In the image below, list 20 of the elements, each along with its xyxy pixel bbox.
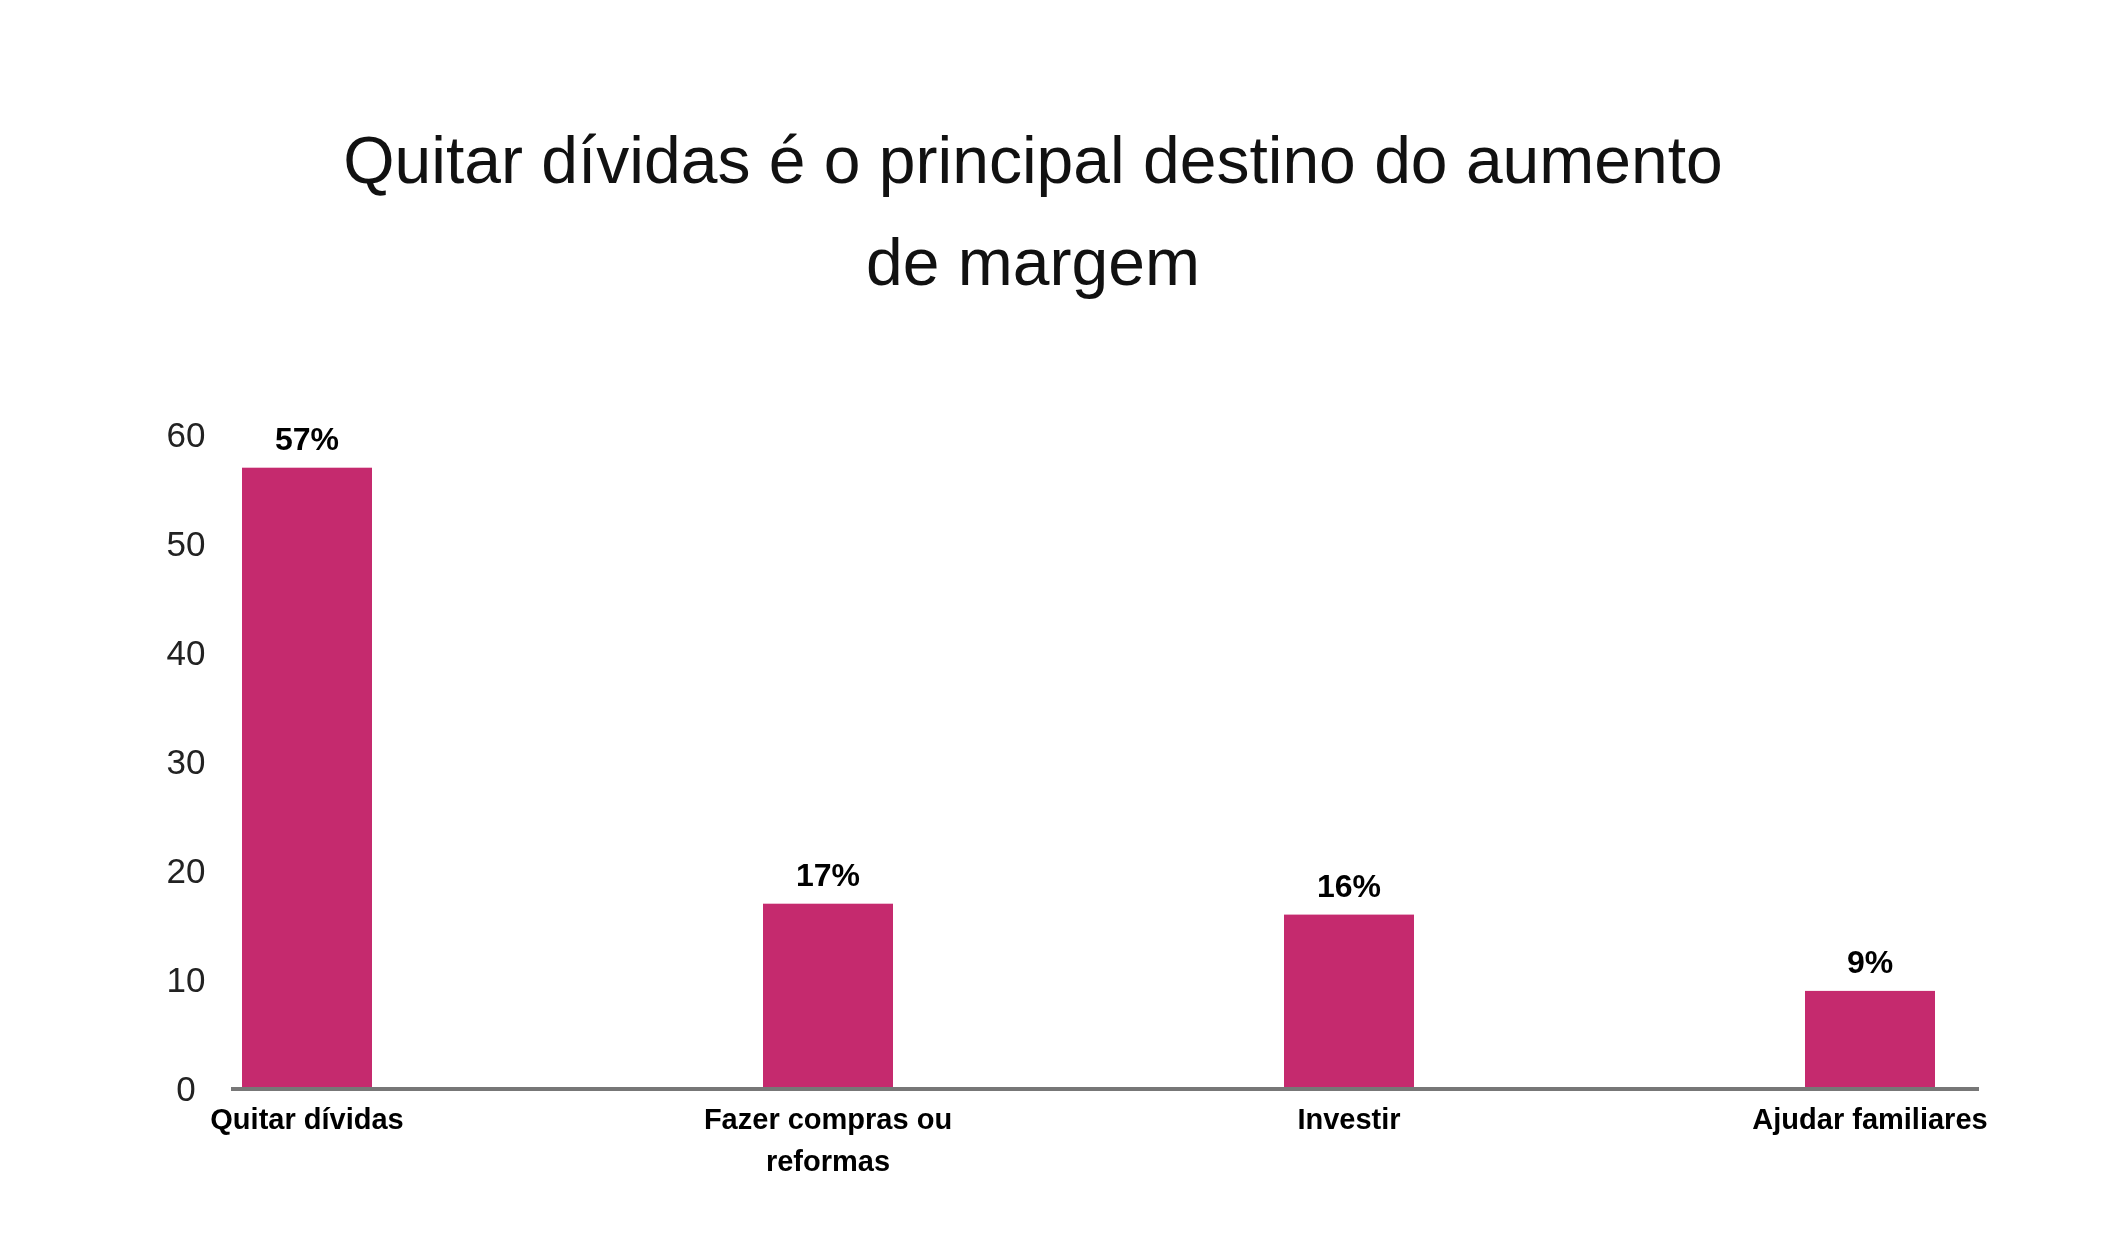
bar [763, 903, 893, 1089]
y-tick-label: 60 [166, 415, 206, 454]
bar [1284, 914, 1414, 1089]
y-tick-label: 30 [166, 742, 206, 781]
y-tick-label: 20 [166, 851, 206, 890]
data-label: 57% [274, 420, 340, 457]
bar [242, 467, 372, 1089]
chart-title: Quitar dívidas é o principal destino do aumento de margem [343, 123, 1723, 299]
y-tick-label: 40 [166, 633, 206, 672]
x-tick-label: Ajudar familiares [1752, 1103, 1988, 1135]
x-tick-label: Investir [1297, 1103, 1401, 1135]
bar [1805, 990, 1935, 1089]
x-tick-label: Quitar dívidas [210, 1103, 404, 1135]
y-tick-label: 10 [166, 960, 206, 999]
data-label: 16% [1316, 867, 1382, 904]
data-label: 9% [1846, 943, 1894, 980]
x-tick-label: Fazer compras ou reformas [703, 1103, 953, 1177]
data-label: 17% [795, 856, 861, 893]
y-tick-label: 0 [176, 1069, 196, 1108]
y-tick-label: 50 [166, 524, 206, 563]
